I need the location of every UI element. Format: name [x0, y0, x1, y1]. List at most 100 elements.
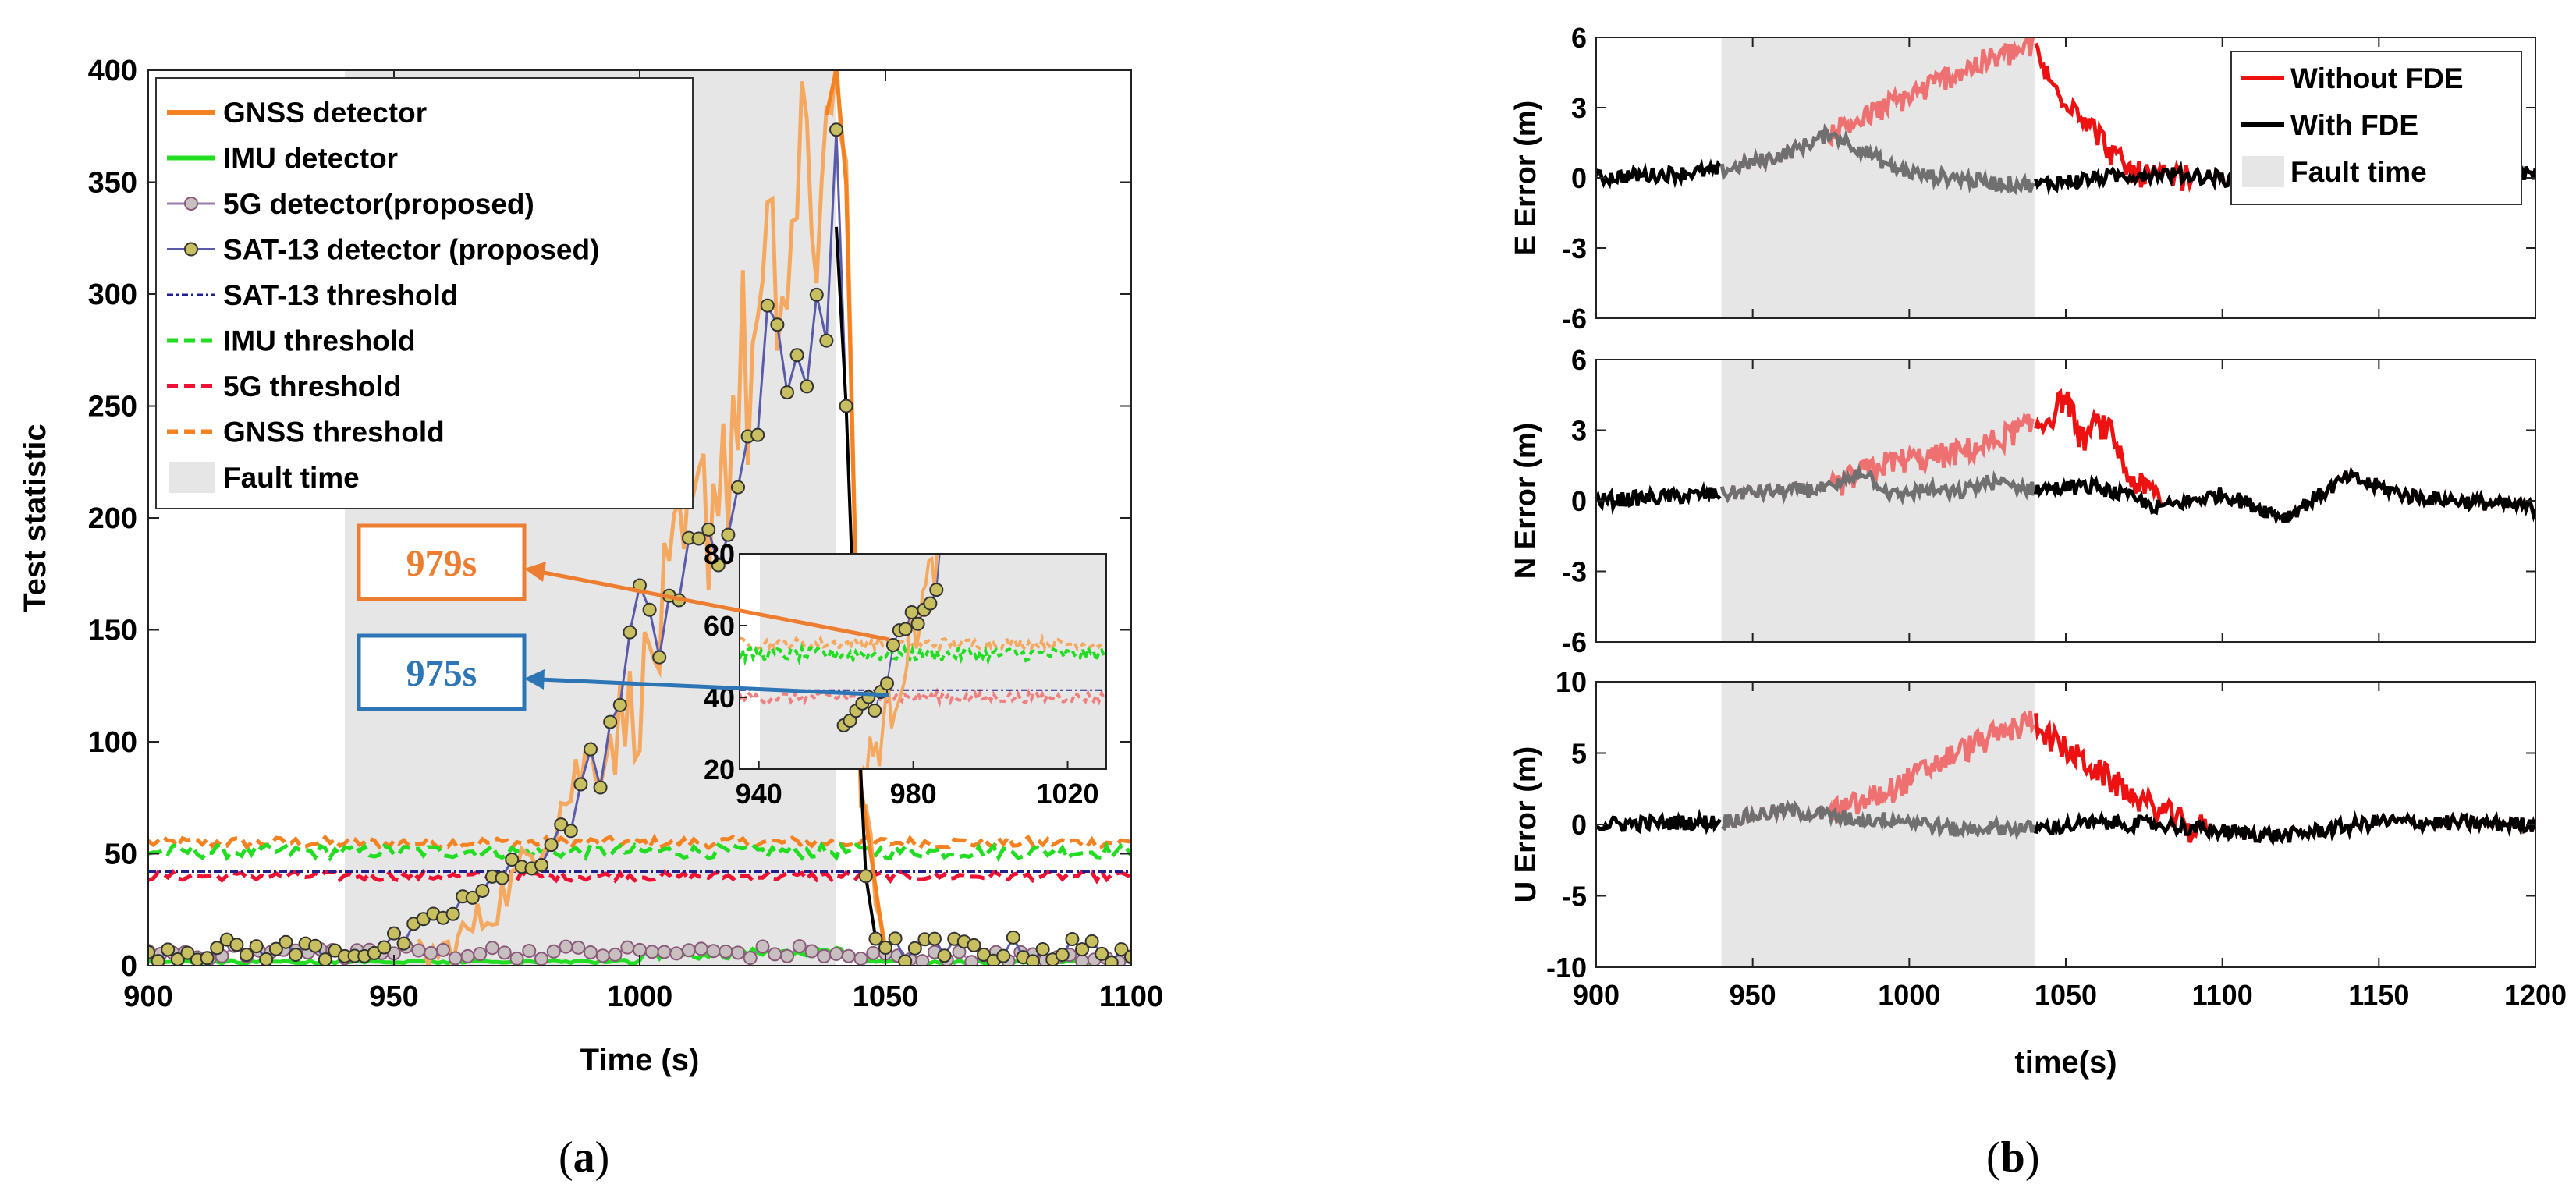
- y-tick-label: 0: [1571, 485, 1587, 517]
- inset-sat13-point: [961, 413, 974, 426]
- sat13-detector-point: [731, 480, 745, 495]
- sat13-detector-point: [642, 602, 657, 617]
- fiveg-detector-point: [633, 942, 647, 957]
- x-tick-label: 950: [1730, 979, 1776, 1011]
- sat13-detector-point: [1055, 948, 1070, 963]
- y-tick-label: -3: [1562, 556, 1587, 588]
- with-fde-line-fault: [1719, 463, 2036, 506]
- legend-label: GNSS detector: [223, 97, 427, 129]
- y-tick-label: 400: [88, 55, 137, 87]
- y-tick-label: -10: [1546, 952, 1587, 984]
- sat13-detector-point: [151, 954, 165, 966]
- y-tick-label: 10: [1556, 666, 1587, 698]
- sat13-detector-point: [505, 853, 520, 867]
- fiveg-detector-point: [436, 942, 450, 957]
- inset-sat13-point: [910, 616, 925, 631]
- annotation-975-label: 975s: [406, 653, 477, 694]
- inset-sat13-point: [885, 637, 900, 652]
- y-tick-label: 3: [1571, 415, 1587, 447]
- x-tick-label: 950: [369, 980, 418, 1013]
- sat13-detector-point: [770, 317, 785, 332]
- sat13-detector-point: [445, 906, 460, 921]
- x-tick-label: 1050: [853, 980, 919, 1013]
- inset-sat13-point: [923, 596, 938, 611]
- inset-sat13-point: [949, 483, 961, 495]
- sat13-detector-point: [229, 938, 244, 952]
- legend: GNSS detector IMU detector 5G detector(pro…: [155, 77, 694, 509]
- fiveg-detector-point: [473, 947, 488, 962]
- with-fde-line: [2034, 810, 2535, 846]
- legend-box: [155, 77, 694, 509]
- sat13-detector-point: [750, 427, 765, 442]
- y-tick-label: 200: [88, 502, 137, 535]
- sat13-detector-point: [858, 869, 873, 884]
- inset-fiveg-threshold: [740, 687, 1106, 708]
- sat13-detector-point: [1114, 942, 1129, 957]
- sat13-detector-point: [534, 858, 548, 873]
- fiveg-detector-point: [755, 939, 770, 954]
- fiveg-detector-point: [915, 954, 930, 966]
- inset-gnss-threshold: [740, 633, 1105, 654]
- inset-sat13-point: [898, 622, 913, 636]
- y-tick-label: -6: [1562, 626, 1587, 658]
- annotation-979-label: 979s: [406, 543, 477, 584]
- fiveg-detector-point: [411, 943, 426, 958]
- fiveg-detector-point: [743, 951, 758, 966]
- fault-time-region: [1721, 682, 2035, 967]
- sat13-detector-point: [780, 385, 794, 400]
- fault-time-region: [1721, 37, 2035, 318]
- fiveg-detector-point: [534, 952, 548, 966]
- sat13-detector-point: [584, 742, 598, 757]
- fiveg-detector-point: [497, 945, 512, 960]
- sat13-detector-point: [652, 650, 667, 665]
- inset-sat13-point: [929, 583, 944, 597]
- sat13-detector-point: [1026, 954, 1040, 966]
- with-fde-line-pre: [1596, 480, 1722, 515]
- gnss-threshold-line: [148, 833, 1131, 852]
- fiveg-detector-point: [657, 945, 672, 959]
- legend-label: SAT-13 detector (proposed): [223, 234, 599, 266]
- fiveg-detector-point: [595, 948, 610, 963]
- y-tick-label: 0: [121, 950, 137, 983]
- fiveg-detector-point: [460, 948, 475, 963]
- fiveg-threshold-line: [148, 868, 1131, 885]
- sat13-detector-point: [1065, 932, 1080, 947]
- y-axis-label: U Error (m): [1510, 746, 1542, 903]
- sat13-detector-point: [623, 625, 637, 640]
- sat13-detector-point: [377, 940, 392, 955]
- y-tick-label: 300: [88, 278, 137, 311]
- fiveg-detector-point: [448, 951, 463, 966]
- legend-swatch: [169, 462, 215, 493]
- fiveg-detector-point: [706, 944, 721, 959]
- sat13-detector-point: [789, 348, 804, 363]
- fiveg-detector-point: [682, 943, 696, 958]
- sat13-detector-point: [898, 954, 913, 966]
- fiveg-detector-point: [669, 946, 684, 961]
- with-fde-line-fault: [1720, 799, 2036, 840]
- fiveg-detector-point: [817, 948, 832, 963]
- x-axis-label: time(s): [2014, 1045, 2117, 1080]
- fiveg-detector-point: [768, 947, 782, 962]
- inset-y-tick-label: 20: [704, 753, 735, 785]
- fiveg-detector-point: [719, 944, 733, 959]
- fiveg-detector-point: [546, 944, 561, 959]
- inset-y-tick-label: 60: [704, 610, 735, 642]
- inset-sat13-point: [955, 427, 967, 440]
- legend-marker: [184, 197, 198, 211]
- sat13-detector-point: [603, 714, 618, 729]
- sat13-detector-point: [1084, 934, 1099, 948]
- legend-swatch: [2242, 156, 2284, 187]
- sat13-detector-point: [396, 936, 411, 951]
- sat13-detector-point: [1104, 956, 1119, 966]
- inset-sat13-point: [868, 703, 882, 718]
- inset-frame: [739, 553, 1107, 770]
- x-tick-label: 1000: [607, 980, 673, 1013]
- inset-x-tick-label: 1020: [1036, 778, 1098, 810]
- legend-label: Fault time: [223, 462, 360, 494]
- fiveg-detector-point: [829, 946, 843, 961]
- fiveg-detector-point: [522, 943, 537, 958]
- fiveg-detector-point: [571, 940, 586, 955]
- sat13-detector-point: [800, 379, 814, 394]
- inset-fault-region: [740, 554, 1106, 769]
